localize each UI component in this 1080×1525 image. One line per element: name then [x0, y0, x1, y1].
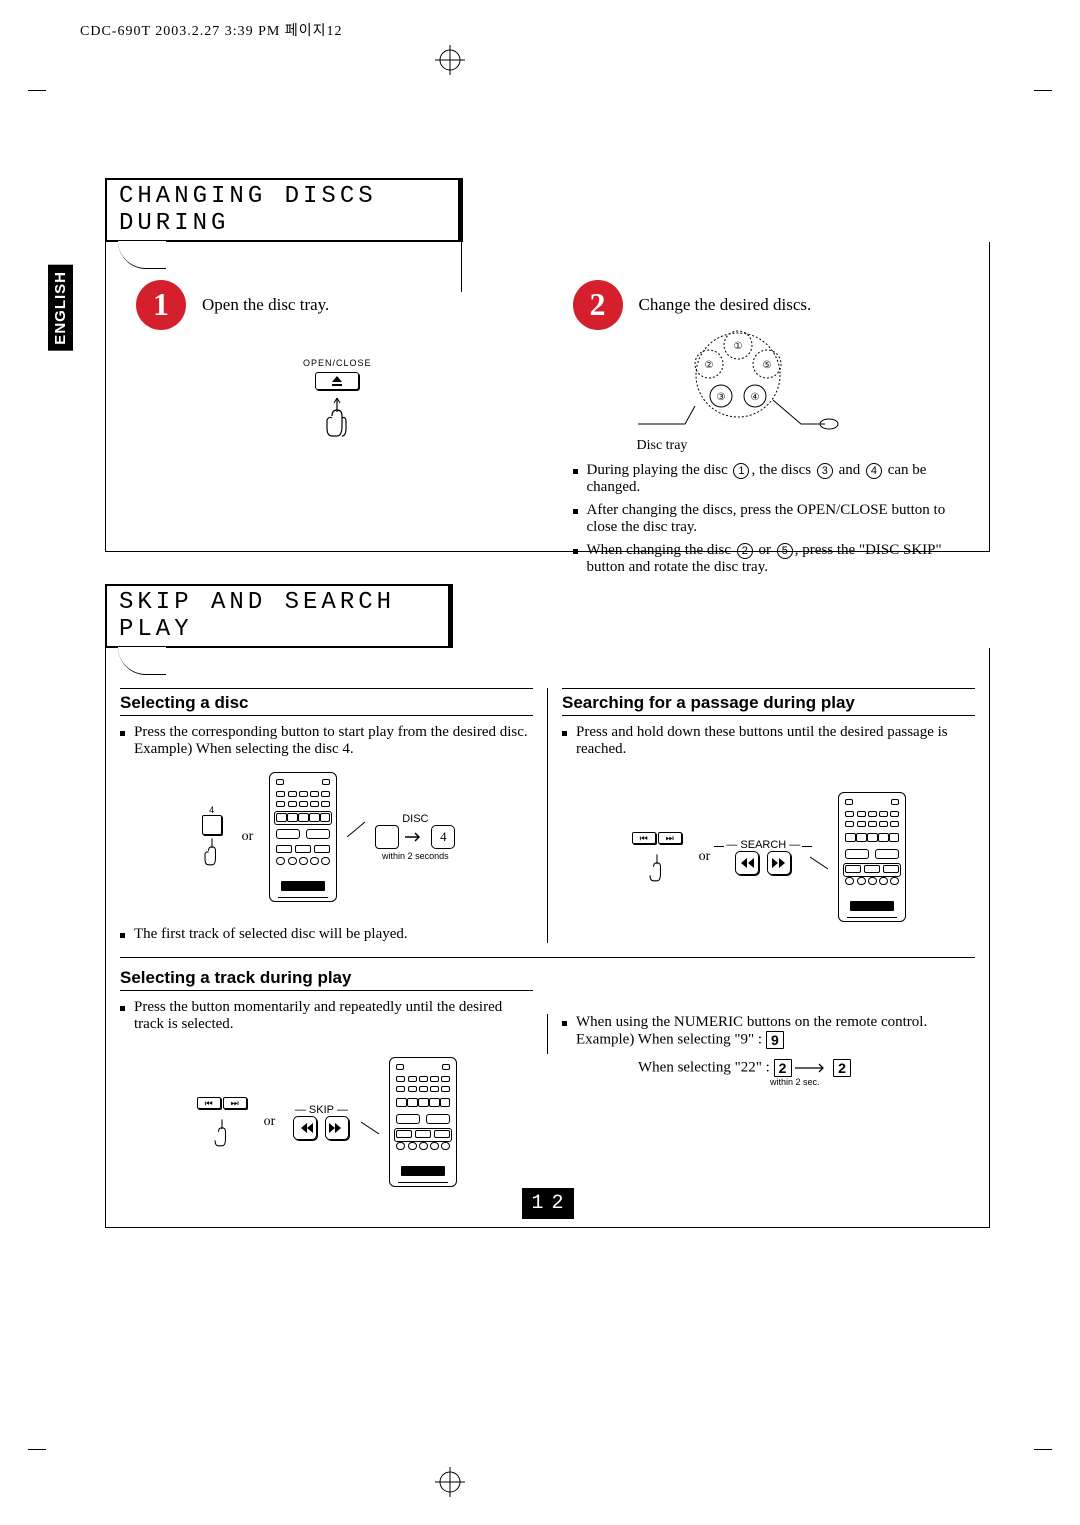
section-title-skip-search: SKIP AND SEARCH PLAY: [105, 584, 450, 648]
vertical-divider: [547, 688, 548, 943]
panel-skip-fwd-button[interactable]: ⏭: [223, 1097, 247, 1109]
section-title-changing-discs: CHANGING DISCS DURING: [105, 178, 460, 242]
crop-tick: [1034, 90, 1052, 91]
callout-line: [361, 1097, 379, 1147]
panel-skip-back-button[interactable]: ⏮: [632, 832, 656, 844]
or-label: or: [264, 1114, 276, 1130]
callout-line: [810, 832, 828, 882]
sub-title-searching: Searching for a passage during play: [562, 688, 975, 716]
skip-callout: — SKIP —: [291, 1104, 351, 1140]
selecting-disc-body: Press the corresponding button to start …: [120, 724, 533, 758]
remote-num-4-button[interactable]: 4: [431, 825, 455, 849]
svg-text:⑤: ⑤: [762, 360, 771, 371]
sub-title-selecting-track: Selecting a track during play: [120, 964, 533, 991]
bullet-item: The first track of selected disc will be…: [120, 926, 533, 943]
crop-tick: [28, 1449, 46, 1450]
step-1-header: 1 Open the disc tray.: [136, 280, 539, 330]
vertical-divider: [547, 1014, 548, 1054]
callout-line: [347, 812, 365, 862]
remote-skip-fwd-button[interactable]: [325, 1116, 349, 1140]
eject-button[interactable]: [315, 372, 359, 390]
panel-skip-fwd-button[interactable]: ⏭: [658, 832, 682, 844]
step-number-1: 1: [136, 280, 186, 330]
remote-diagram: [838, 792, 906, 922]
bullet-item: After changing the discs, press the OPEN…: [573, 502, 976, 536]
disc-callout: DISC 4 within 2 seconds: [375, 813, 455, 861]
numeric-key-9: 9: [766, 1031, 784, 1049]
step-2-text: Change the desired discs.: [639, 295, 812, 314]
or-label: or: [242, 829, 254, 845]
remote-ffwd-button[interactable]: [767, 851, 791, 875]
panel-skip-back-button[interactable]: ⏮: [197, 1097, 221, 1109]
bullet-item: When using the NUMERIC buttons on the re…: [562, 1014, 975, 1049]
example-22: When selecting "22" : 2 2 within 2 sec.: [638, 1059, 975, 1087]
panel-disc-button[interactable]: [202, 815, 222, 835]
remote-skip-back-button[interactable]: [293, 1116, 317, 1140]
bullet-item: Press and hold down these buttons until …: [562, 724, 975, 758]
remote-rewind-button[interactable]: [735, 851, 759, 875]
svg-text:④: ④: [750, 392, 759, 403]
step-number-2: 2: [573, 280, 623, 330]
step-1-text: Open the disc tray.: [202, 295, 329, 314]
panel-search-group: ⏮⏭: [631, 829, 683, 885]
bullet-item: When changing the disc 2 or 5, press the…: [573, 542, 976, 576]
panel-skip-group: ⏮⏭: [196, 1094, 248, 1150]
crop-tick: [28, 90, 46, 91]
remote-disc-button[interactable]: [375, 825, 399, 849]
numeric-key-2: 2: [833, 1059, 851, 1077]
or-label: or: [699, 849, 711, 865]
bullet-item: During playing the disc 1, the discs 3 a…: [573, 462, 976, 496]
open-close-label: OPEN/CLOSE: [136, 358, 539, 368]
tab-curve: [118, 647, 166, 675]
search-callout: — SEARCH —: [726, 839, 800, 875]
page-number: 12: [521, 1188, 573, 1219]
disc-tray-diagram: ① ② ⑤ ③ ④: [633, 330, 843, 450]
panel-button-group: 4: [198, 805, 226, 869]
bullet-item: Press the corresponding button to start …: [120, 724, 533, 758]
print-header: CDC-690T 2003.2.27 3:39 PM 페이지12: [80, 20, 343, 40]
section-box-changing-discs: 1 Open the disc tray. OPEN/CLOSE 2 Chang…: [105, 242, 990, 552]
language-tab: ENGLISH: [48, 265, 73, 351]
hand-press-icon: [318, 396, 356, 442]
sub-title-selecting-disc: Selecting a disc: [120, 688, 533, 716]
crop-mark-bottom: [435, 1467, 465, 1497]
remote-diagram: [269, 772, 337, 902]
svg-text:②: ②: [704, 360, 713, 371]
svg-text:①: ①: [733, 341, 742, 352]
section-box-skip-search: Selecting a disc Press the corresponding…: [105, 648, 990, 1228]
remote-diagram: [389, 1057, 457, 1187]
crop-tick: [1034, 1449, 1052, 1450]
crop-mark-top: [435, 45, 465, 75]
step-2-header: 2 Change the desired discs.: [573, 280, 976, 330]
bullet-item: Press the button momentarily and repeate…: [120, 999, 533, 1033]
svg-text:③: ③: [716, 392, 725, 403]
step-2-bullets: During playing the disc 1, the discs 3 a…: [573, 462, 976, 576]
tab-curve: [118, 241, 166, 269]
numeric-key-2: 2: [774, 1059, 792, 1077]
